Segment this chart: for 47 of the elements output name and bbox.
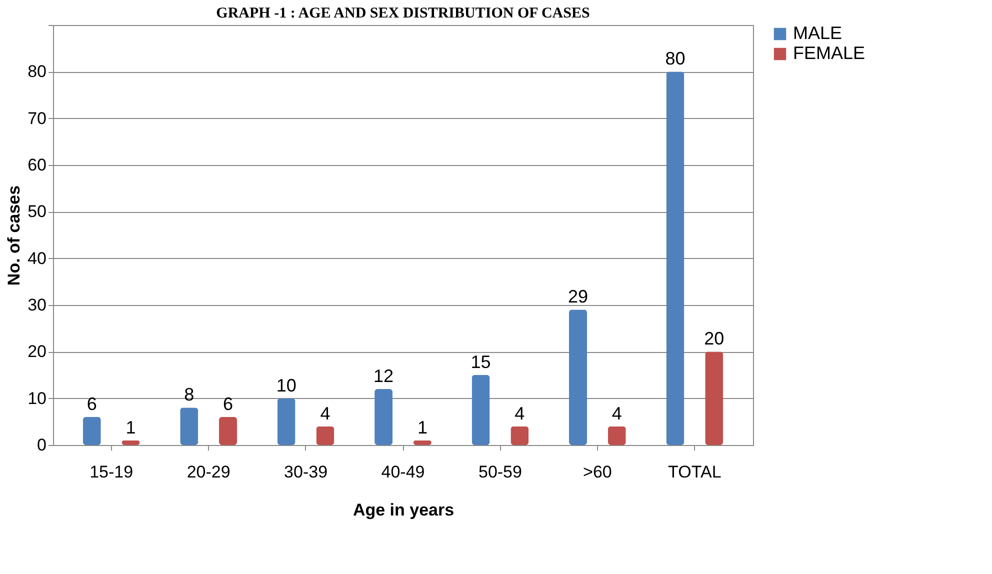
- x-tick-label: 20-29: [186, 462, 230, 482]
- bar: [666, 72, 684, 445]
- bar: [219, 417, 237, 445]
- bar: [472, 375, 490, 445]
- data-label: 1: [126, 417, 136, 438]
- x-axis-title: Age in years: [352, 500, 454, 520]
- y-tick-label: 20: [28, 342, 46, 362]
- y-tick-label: 80: [28, 62, 46, 82]
- bar: [316, 426, 334, 445]
- bar: [510, 426, 529, 445]
- x-tick-label: >60: [583, 462, 612, 482]
- data-label: 4: [320, 403, 330, 424]
- y-tick-label: 10: [28, 388, 46, 408]
- data-label: 10: [276, 375, 296, 396]
- x-tick-label: 15-19: [90, 462, 134, 482]
- data-label: 6: [86, 394, 97, 414]
- data-label: 20: [704, 328, 724, 349]
- bar: [82, 417, 101, 445]
- data-label: 29: [568, 286, 588, 307]
- x-tick-label: 40-49: [381, 462, 425, 482]
- y-tick-label: 30: [28, 296, 46, 314]
- bar: [608, 426, 626, 445]
- y-axis-title: No. of cases: [4, 185, 24, 286]
- y-tick-label: 0: [37, 436, 46, 454]
- bar: [569, 310, 587, 445]
- x-tick-label: TOTAL: [668, 462, 722, 482]
- data-label: 4: [612, 403, 622, 424]
- legend-label: MALE: [793, 23, 842, 43]
- data-label: 6: [222, 394, 234, 414]
- data-label: 1: [417, 417, 428, 438]
- data-label: 12: [374, 366, 394, 386]
- bar: [374, 389, 393, 445]
- y-tick-label: 50: [28, 202, 46, 222]
- y-tick-label: 70: [28, 108, 46, 128]
- bar: [277, 398, 296, 445]
- x-tick-label: 30-39: [284, 462, 328, 482]
- data-label: 15: [470, 352, 491, 372]
- y-tick-label: 40: [28, 248, 46, 268]
- data-label: 8: [184, 384, 194, 405]
- x-tick-label: 50-59: [478, 462, 522, 482]
- y-tick-label: 60: [28, 156, 46, 174]
- legend-label: FEMALE: [793, 43, 866, 63]
- data-label: 4: [514, 403, 525, 424]
- chart-title: GRAPH -1 : AGE AND SEX DISTRIBUTION OF CASES: [216, 6, 590, 22]
- data-label: 80: [665, 48, 686, 69]
- bar: [180, 408, 198, 445]
- bar: [705, 352, 724, 445]
